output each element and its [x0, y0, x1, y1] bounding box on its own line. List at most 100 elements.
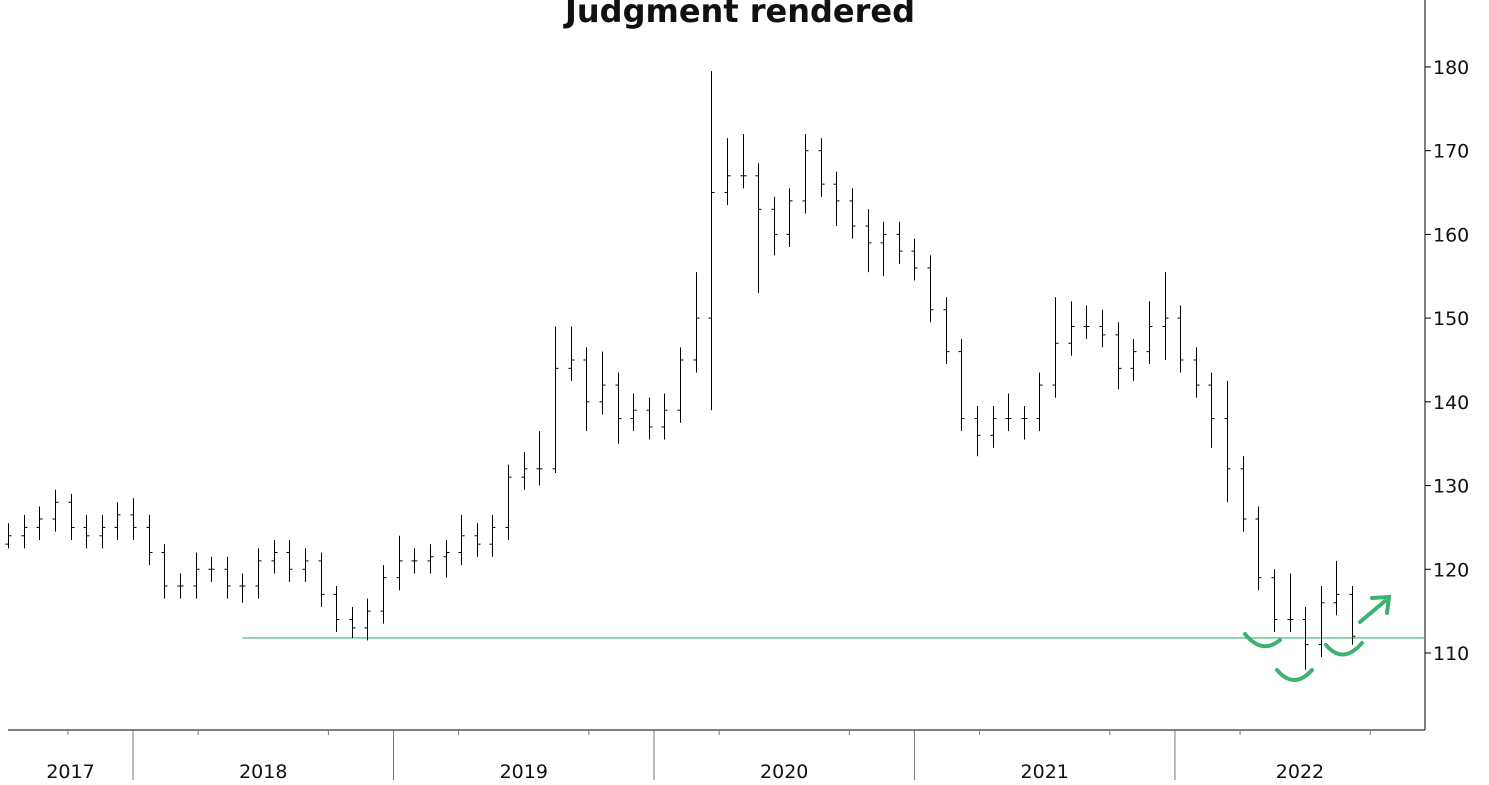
ohlc-bar: [755, 163, 762, 294]
ohlc-bar: [990, 406, 997, 448]
ohlc-bar: [302, 548, 309, 582]
ohlc-bar: [708, 71, 715, 411]
y-tick-label: 110: [1433, 643, 1469, 665]
arc: [1275, 668, 1314, 682]
ohlc-bar: [114, 502, 121, 540]
ohlc-bar: [1255, 506, 1262, 591]
y-tick-label: 180: [1433, 57, 1469, 79]
ohlc-bar: [177, 573, 184, 599]
ohlc-bar: [1021, 406, 1028, 440]
ohlc-bar: [52, 489, 59, 532]
ohlc-bar: [677, 347, 684, 423]
y-tick-label: 120: [1433, 559, 1469, 581]
annotation-shapes: [1243, 594, 1392, 682]
ohlc-bar: [1052, 297, 1059, 398]
ohlc-bar: [411, 548, 418, 574]
arrow: [1358, 599, 1387, 624]
ohlc-bar: [1005, 393, 1012, 432]
ohlc-bar: [1287, 573, 1294, 633]
ohlc-bar: [427, 544, 434, 574]
ohlc-bar: [740, 133, 747, 189]
ohlc-bar: [1177, 305, 1184, 373]
ohlc-bar: [1193, 347, 1200, 398]
ohlc-bar: [68, 493, 75, 540]
ohlc-bar: [661, 393, 668, 440]
chart-title: Judgment rendered: [563, 0, 915, 30]
x-tick-label: 2019: [500, 761, 548, 783]
ohlc-bar: [568, 326, 575, 381]
ohlc-bar: [1271, 569, 1278, 633]
ohlc-bar: [943, 297, 950, 365]
x-tick-label: 2022: [1276, 761, 1324, 783]
ohlc-bar: [1224, 380, 1231, 503]
ohlc-bar: [271, 539, 278, 574]
ohlc-bar: [896, 221, 903, 264]
ohlc-bar: [224, 556, 231, 599]
ohlc-bar: [958, 339, 965, 432]
ohlc-bar: [536, 431, 543, 486]
ohlc-bar: [599, 351, 606, 415]
arc: [1243, 632, 1282, 649]
ohlc-bar: [255, 548, 262, 599]
ohlc-bar: [1318, 586, 1325, 658]
y-tick-label: 160: [1433, 224, 1469, 246]
arc: [1324, 641, 1364, 657]
y-tick-label: 140: [1433, 392, 1469, 414]
ohlc-bar: [1083, 305, 1090, 340]
x-tick-label: 2021: [1021, 761, 1069, 783]
ohlc-bar: [489, 514, 496, 557]
ohlc-bar: [802, 133, 809, 214]
ohlc-bar: [318, 552, 325, 607]
arrow-head: [1370, 594, 1392, 615]
ohlc-bar: [1068, 301, 1075, 356]
ohlc-bar: [1349, 586, 1356, 645]
ohlc-bar: [724, 138, 731, 206]
y-tick-label: 150: [1433, 308, 1469, 330]
ohlc-bar: [130, 498, 137, 540]
x-tick-label: 2017: [46, 761, 94, 783]
ohlc-bar: [1115, 322, 1122, 390]
ohlc-bar: [146, 514, 153, 566]
ohlc-bar: [5, 523, 12, 549]
ohlc-bar: [505, 464, 512, 540]
ohlc-bar: [771, 196, 778, 256]
ohlc-bar: [927, 255, 934, 323]
ohlc-bar: [239, 573, 246, 603]
ohlc-bar: [193, 552, 200, 599]
ohlc-bar: [521, 452, 528, 490]
ohlc-bar: [974, 406, 981, 457]
ohlc-bar: [286, 539, 293, 582]
ohlc-bar: [208, 556, 215, 582]
ohlc-bar: [1208, 372, 1215, 448]
ohlc-bar: [880, 221, 887, 277]
ohlc-bar: [786, 188, 793, 247]
ohlc-bar: [1146, 301, 1153, 365]
ohlc-bar: [443, 539, 450, 578]
ohlc-bar: [1099, 309, 1106, 348]
ohlc-bar: [1036, 372, 1043, 432]
ohlc-bar: [865, 209, 872, 273]
ohlc-bar: [21, 514, 28, 549]
ohlc-bar: [833, 171, 840, 227]
ohlc-bar: [364, 598, 371, 641]
ohlc-bar: [849, 188, 856, 239]
ohlc-bar: [458, 514, 465, 566]
ohlc-bar: [1130, 339, 1137, 381]
ohlc-bar: [333, 586, 340, 633]
ohlc-bar: [630, 393, 637, 432]
y-tick-label: 170: [1433, 141, 1469, 163]
ohlc-bar: [36, 506, 43, 540]
ohlc-bar: [693, 272, 700, 373]
ohlc-bar: [552, 326, 559, 473]
ohlc-bar: [1240, 456, 1247, 532]
ohlc-bar: [1162, 272, 1169, 360]
ohlc-bar: [83, 514, 90, 549]
y-tick-label: 130: [1433, 476, 1469, 498]
ohlc-bar: [646, 397, 653, 440]
ohlc-bar: [1302, 606, 1309, 670]
ohlc-bar: [161, 544, 168, 599]
ohlc-bar: [1333, 560, 1340, 616]
ohlc-bar: [818, 138, 825, 197]
ohlc-bar: [380, 565, 387, 624]
x-tick-label: 2018: [239, 761, 287, 783]
